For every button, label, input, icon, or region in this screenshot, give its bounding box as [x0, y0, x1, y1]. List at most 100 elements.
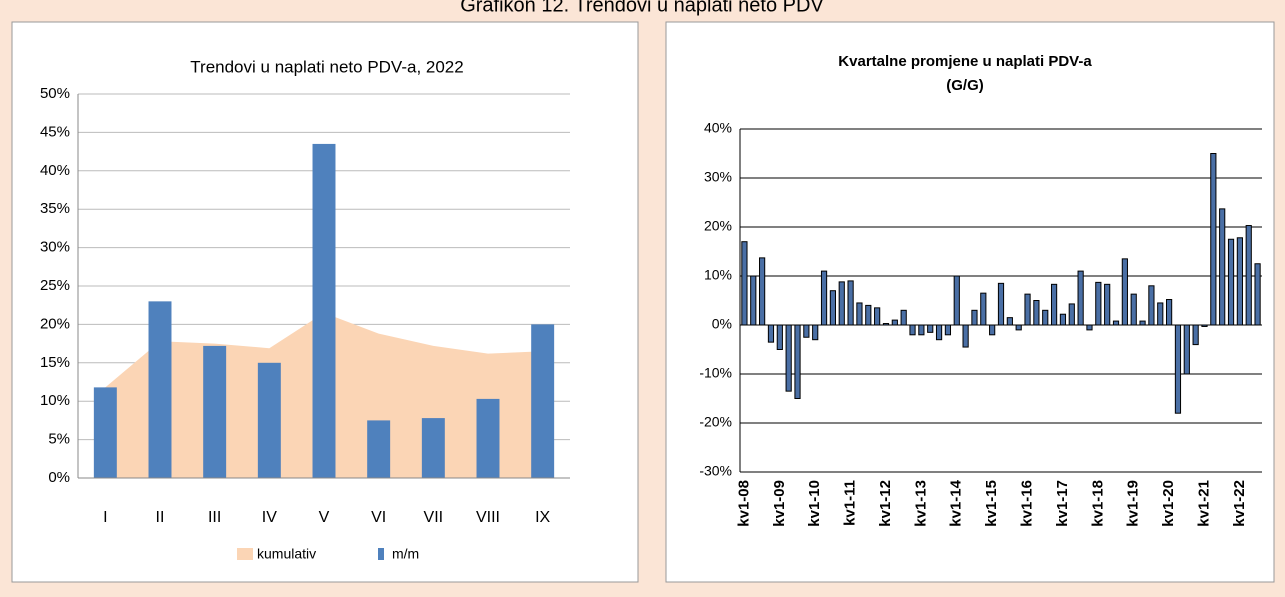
x-tick-label: kv1-22: [1231, 480, 1248, 527]
y-tick-label: 35%: [40, 200, 70, 217]
x-tick-label: IV: [262, 509, 277, 526]
bar: [1210, 153, 1217, 326]
bar: [1130, 293, 1137, 326]
bar: [1192, 324, 1199, 346]
bar: [1033, 300, 1040, 326]
x-tick-label: kv1-18: [1089, 480, 1106, 527]
x-tick-label: I: [103, 509, 107, 526]
bar: [1077, 270, 1084, 326]
y-tick-label: -30%: [699, 463, 732, 479]
bar: [421, 418, 445, 478]
bar: [1112, 320, 1120, 326]
bar: [93, 387, 117, 478]
bar: [909, 324, 916, 336]
y-tick-label: 50%: [40, 85, 70, 102]
bar: [1095, 281, 1102, 326]
bar: [812, 324, 819, 341]
bar: [900, 309, 907, 326]
bar: [962, 324, 969, 348]
bar: [829, 290, 836, 326]
x-tick-label: II: [156, 509, 165, 526]
x-tick-label: kv1-16: [1019, 480, 1036, 527]
chart-title: Trendovi u naplati neto PDV-a, 2022: [190, 57, 463, 76]
y-tick-label: 45%: [40, 123, 70, 140]
bar: [1148, 285, 1155, 326]
bar: [257, 362, 281, 478]
bar: [741, 241, 748, 326]
bar: [1024, 293, 1031, 326]
y-tick-label: -20%: [699, 414, 732, 430]
x-tick-label: kv1-21: [1195, 480, 1212, 527]
x-tick-label: VI: [371, 509, 386, 526]
y-tick-label: 30%: [40, 239, 70, 256]
x-tick-label: kv1-08: [735, 480, 752, 527]
bar: [997, 282, 1005, 326]
bar: [1183, 324, 1190, 375]
bar: [1050, 283, 1058, 326]
bar: [203, 345, 227, 478]
x-tick-label: kv1-17: [1054, 480, 1071, 527]
x-tick-label: IX: [535, 509, 550, 526]
y-tick-label: 0%: [48, 469, 70, 486]
bar: [935, 324, 943, 341]
legend-label: kumulativ: [257, 546, 316, 562]
bar: [531, 324, 555, 478]
bar: [367, 420, 391, 478]
bar: [803, 324, 810, 338]
x-tick-label: kv1-19: [1125, 480, 1142, 527]
bar: [794, 324, 801, 399]
bar: [1227, 238, 1235, 326]
bar: [1042, 309, 1049, 326]
bar: [847, 280, 854, 326]
bar: [1245, 225, 1252, 326]
x-tick-label: kv1-09: [771, 480, 788, 527]
bar: [944, 324, 952, 336]
bar: [476, 398, 500, 478]
bar: [750, 275, 757, 326]
y-tick-label: 0%: [712, 316, 732, 332]
bar: [767, 324, 775, 343]
y-tick-label: 40%: [704, 120, 732, 136]
y-tick-label: 25%: [40, 277, 70, 294]
x-tick-label: kv1-15: [983, 480, 1000, 527]
chart-subtitle: (G/G): [946, 77, 984, 94]
bar: [1006, 317, 1013, 326]
x-tick-label: kv1-11: [842, 480, 859, 526]
bar: [927, 324, 934, 333]
bar: [1166, 299, 1173, 326]
figure-title: Grafikon 12. Trendovi u naplati neto PDV: [460, 0, 824, 16]
x-tick-label: kv1-14: [948, 479, 965, 526]
y-tick-label: 5%: [48, 431, 70, 448]
chart-title: Kvartalne promjene u naplati PDV-a: [838, 53, 1092, 70]
legend-label: m/m: [392, 546, 419, 562]
x-tick-label: III: [208, 509, 221, 526]
bar: [1068, 303, 1075, 326]
bar: [820, 270, 828, 326]
x-tick-label: VII: [424, 509, 444, 526]
bar: [874, 307, 881, 326]
bar: [1219, 208, 1226, 326]
bar: [312, 143, 336, 479]
bar: [1121, 258, 1128, 326]
bar: [856, 302, 863, 326]
x-tick-label: VIII: [476, 509, 500, 526]
y-tick-label: 15%: [40, 354, 70, 371]
bar: [953, 275, 960, 326]
bar: [989, 324, 996, 336]
x-tick-label: V: [319, 509, 330, 526]
y-tick-label: 10%: [704, 267, 732, 283]
bar: [759, 257, 766, 326]
bar: [1254, 263, 1261, 326]
bar: [1086, 324, 1093, 331]
bar: [918, 324, 925, 336]
bar: [980, 292, 987, 326]
y-tick-label: 10%: [40, 392, 70, 409]
bar: [776, 324, 783, 350]
y-tick-label: 40%: [40, 162, 70, 179]
bar: [785, 324, 792, 392]
x-tick-label: kv1-13: [912, 480, 929, 527]
bar: [1139, 320, 1146, 326]
x-tick-label: kv1-12: [877, 480, 894, 527]
bar: [891, 319, 898, 326]
